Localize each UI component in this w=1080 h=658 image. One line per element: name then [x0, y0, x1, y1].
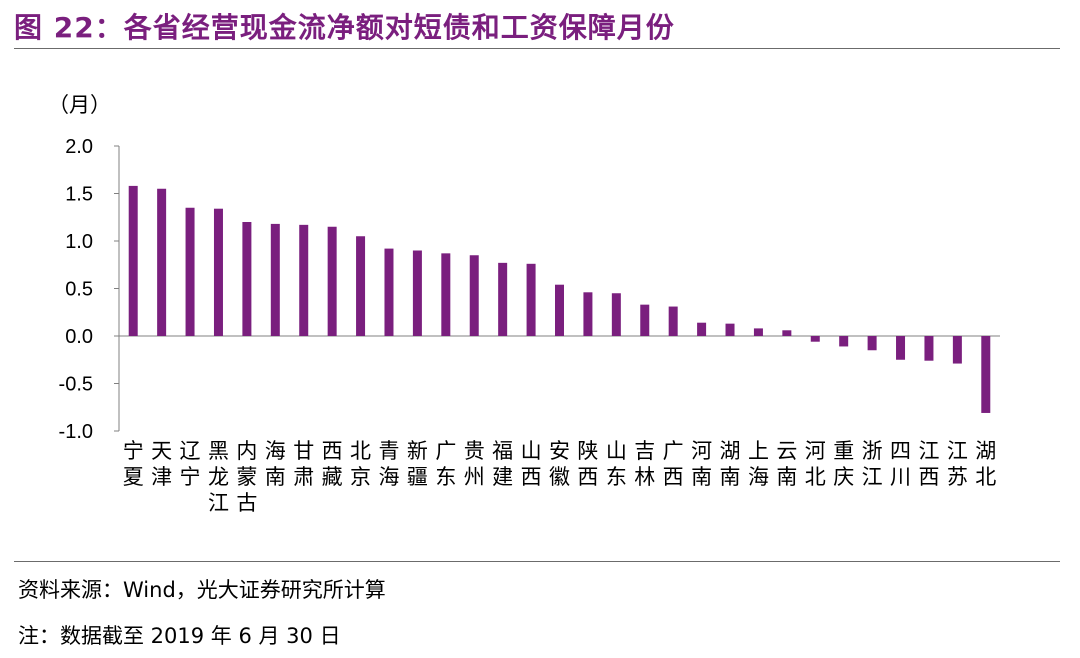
x-category-label: 河北 [805, 439, 826, 489]
x-category-label: 新疆 [407, 439, 428, 489]
bar [725, 323, 735, 336]
chart-title: 图 22：各省经营现金流净额对短债和工资保障月份 [14, 11, 675, 44]
x-category-label: 江苏 [947, 439, 968, 489]
y-tick-label: 0.0 [65, 326, 93, 348]
x-category-label: 安徽 [549, 439, 570, 489]
bar [555, 284, 564, 336]
bar [611, 293, 621, 336]
x-category-label: 浙江 [862, 439, 883, 489]
x-category-label: 湖北 [975, 439, 996, 489]
x-category-label: 上海 [748, 439, 769, 489]
bars [128, 185, 991, 413]
bar [412, 250, 422, 336]
x-category-label: 重庆 [833, 439, 854, 489]
y-tick-label: 1.0 [65, 231, 93, 253]
bar [299, 224, 309, 336]
bar [469, 255, 479, 336]
bar [270, 223, 280, 336]
bar [327, 226, 337, 336]
y-tick-label: -1.0 [59, 421, 93, 443]
y-tick-label: 1.5 [65, 184, 93, 206]
x-category-label: 贵州 [464, 439, 485, 489]
bar [356, 236, 366, 336]
bar [498, 262, 508, 336]
x-category-label: 黑龙江 [208, 439, 229, 515]
bar [697, 322, 707, 336]
bar [640, 304, 650, 336]
bar [867, 336, 877, 351]
x-category-label: 山东 [606, 439, 627, 489]
bar [128, 185, 138, 336]
bar [583, 292, 593, 336]
bar [185, 207, 195, 336]
x-category-label: 辽宁 [180, 439, 201, 489]
x-category-label: 福建 [492, 439, 513, 489]
x-category-label: 湖南 [720, 439, 741, 489]
bar-chart: （月） 2.0 1.5 1.0 0.5 0.0 -0.5 -1.0 宁夏天津辽宁黑龙江内蒙古… [48, 94, 1000, 515]
x-category-label: 宁夏 [123, 439, 144, 489]
date-note: 注：数据截至 2019 年 6 月 30 日 [18, 624, 341, 648]
y-tick-label: 2.0 [65, 136, 93, 158]
y-axis-unit-label: （月） [48, 94, 111, 117]
bar [213, 208, 223, 336]
x-category-label: 海南 [265, 439, 286, 489]
bar [157, 188, 167, 336]
x-category-label: 北京 [350, 439, 371, 489]
x-category-label: 云南 [776, 439, 797, 489]
bar [810, 336, 820, 342]
x-category-label: 青海 [378, 439, 399, 489]
x-category-label: 江西 [918, 439, 939, 489]
x-category-label: 西藏 [322, 439, 343, 489]
y-tick-label: -0.5 [59, 374, 93, 396]
bar [981, 336, 991, 413]
x-category-label: 四川 [890, 439, 911, 489]
bar [526, 263, 536, 336]
x-category-label: 广东 [435, 439, 456, 489]
bar [242, 222, 252, 336]
x-category-label: 广西 [663, 439, 684, 489]
footer-divider [14, 561, 1060, 562]
bar [753, 328, 763, 336]
bar [924, 336, 934, 361]
y-axis-ticks: 2.0 1.5 1.0 0.5 0.0 -0.5 -1.0 [59, 136, 119, 443]
y-tick-label: 0.5 [65, 279, 93, 301]
x-category-label: 内蒙古 [236, 439, 257, 515]
bar [782, 330, 792, 336]
x-category-label: 吉林 [634, 439, 655, 489]
bar [668, 306, 678, 336]
bar [896, 336, 906, 360]
x-category-label: 河南 [691, 439, 712, 489]
bar [384, 248, 394, 336]
bar [952, 336, 962, 364]
x-category-label: 天津 [151, 439, 172, 489]
source-note: 资料来源：Wind，光大证券研究所计算 [18, 578, 386, 602]
bar [441, 253, 451, 336]
x-category-label: 陕西 [577, 439, 598, 489]
bar [839, 336, 849, 347]
x-axis-labels: 宁夏天津辽宁黑龙江内蒙古海南甘肃西藏北京青海新疆广东贵州福建山西安徽陕西山东吉林… [123, 439, 997, 515]
x-category-label: 甘肃 [293, 439, 314, 489]
x-category-label: 山西 [521, 439, 542, 489]
title-divider [14, 48, 1060, 49]
